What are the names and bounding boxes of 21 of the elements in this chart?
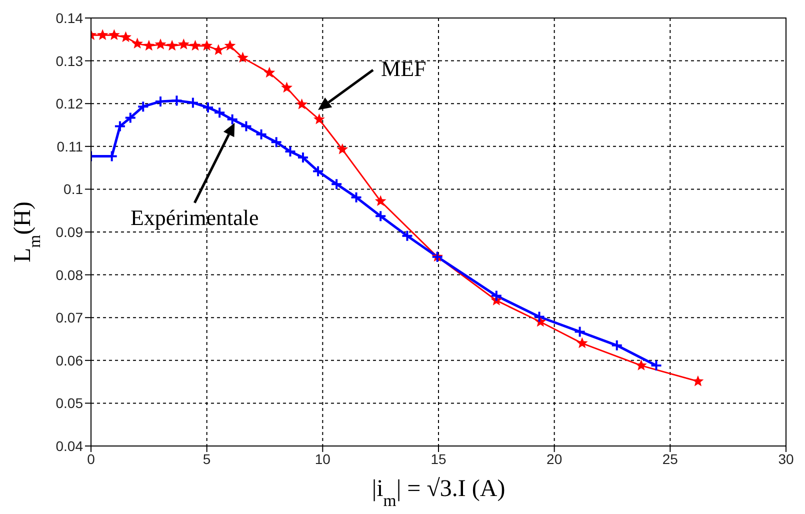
annotation: MEF [381,56,426,82]
x-tick-label: 25 [662,450,678,467]
y-tick-label: 0.1 [64,181,84,198]
y-tick-label: 0.04 [56,438,84,454]
x-tick-label: 5 [202,450,211,467]
y-tick-label: 0.06 [56,352,84,368]
y-tick-label: 0.13 [56,52,84,69]
y-tick-label: 0.14 [56,10,84,26]
x-tick-label: 15 [430,450,446,467]
x-tick-label: 20 [546,450,562,467]
y-tick-label: 0.09 [56,224,84,240]
x-tick-label: 0 [87,450,96,467]
y-tick-label: 0.05 [56,395,84,412]
y-tick-label: 0.07 [56,310,84,326]
y-tick-label: 0.08 [56,266,84,283]
y-tick-label: 0.11 [56,138,84,154]
x-axis-title: |i$_{m}$| = √3.I (A) [372,476,506,510]
y-tick-label: 0.12 [56,96,84,112]
annotation: Expérimentale [130,204,259,230]
x-tick-label: 30 [778,450,794,467]
x-tick-label: 10 [314,450,331,467]
